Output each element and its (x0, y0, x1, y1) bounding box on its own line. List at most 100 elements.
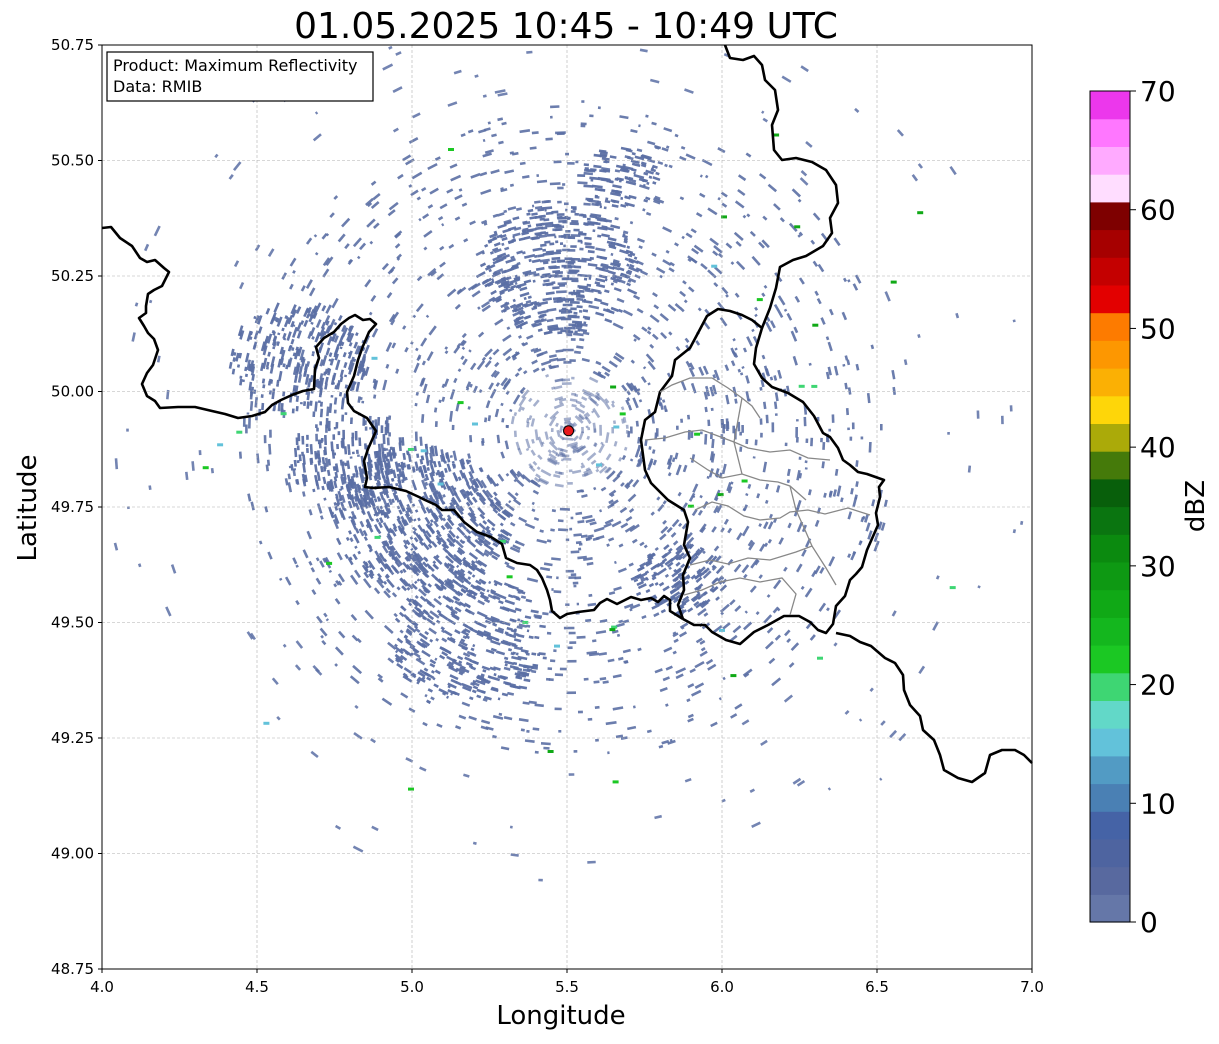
echo-mark (549, 355, 556, 357)
echo-mark (611, 494, 614, 496)
echo-mark (336, 472, 337, 478)
echo-mark (501, 278, 506, 280)
echo-mark (282, 403, 283, 411)
echo-mark (468, 454, 469, 459)
echo-mark (304, 479, 306, 486)
echo-mark (643, 185, 645, 186)
echo-mark (757, 612, 759, 614)
echo-mark (249, 494, 251, 502)
echo-mark (609, 246, 616, 248)
echo-mark (743, 367, 744, 369)
echo-mark (572, 326, 582, 327)
echo-mark (526, 600, 532, 601)
echo-mark (431, 698, 434, 700)
echo-mark (350, 557, 352, 560)
echo-mark (705, 392, 707, 400)
echo-mark (669, 332, 671, 335)
echo-mark (521, 597, 526, 598)
echo-mark (522, 407, 523, 410)
echo-mark (335, 323, 336, 325)
echo-mark (714, 375, 715, 379)
echo-mark (558, 530, 568, 531)
echo-mark (519, 336, 522, 338)
echo-mark (416, 348, 417, 350)
echo-mark (423, 529, 425, 532)
echo-mark (827, 337, 828, 340)
echo-mark (512, 416, 514, 424)
echo-mark (503, 418, 504, 422)
colorbar-band (1090, 451, 1130, 479)
echo-mark (472, 561, 475, 563)
echo-mark (584, 186, 594, 187)
echo-mark (655, 548, 658, 550)
echo-mark (335, 664, 337, 666)
echo-mark (553, 475, 560, 477)
echo-mark (212, 468, 213, 473)
echo-mark (468, 536, 470, 538)
echo-mark (711, 451, 713, 460)
echo-mark (577, 299, 584, 300)
echo-mark (321, 636, 323, 638)
echo-mark (610, 157, 617, 158)
echo-mark (549, 244, 554, 245)
echo-mark (336, 494, 337, 498)
echo-mark (590, 215, 601, 216)
echo-mark (327, 234, 329, 236)
echo-mark (516, 654, 518, 655)
echo-mark (466, 636, 470, 638)
echo-mark (459, 662, 462, 663)
echo-mark (682, 627, 684, 628)
echo-mark (349, 449, 350, 455)
echo-mark (525, 237, 531, 238)
echo-mark (374, 381, 376, 388)
echo-mark (705, 434, 706, 444)
echo-mark (631, 459, 632, 461)
echo-mark (652, 166, 657, 168)
echo-mark (581, 466, 585, 467)
echo-mark (508, 595, 513, 597)
echo-mark (603, 682, 609, 683)
echo-mark (588, 251, 595, 252)
echo-mark (438, 611, 441, 613)
colorbar-band (1090, 202, 1130, 230)
echo-mark (533, 281, 536, 282)
echo-mark (150, 300, 151, 303)
echo-mark (676, 557, 678, 559)
echo-mark (473, 843, 476, 844)
echo-mark (519, 719, 529, 721)
echo-mark (330, 571, 331, 573)
echo-mark (562, 439, 573, 440)
echo-mark (543, 299, 552, 300)
echo-mark (421, 437, 422, 446)
echo-mark (625, 259, 629, 260)
echo-mark (370, 550, 371, 552)
echo-mark (957, 313, 958, 318)
echo-mark (338, 380, 340, 389)
echo-mark (321, 387, 322, 392)
echo-mark (552, 258, 561, 259)
echo-mark (734, 339, 735, 341)
echo-mark (269, 352, 270, 357)
echo-mark (482, 554, 484, 555)
echo-mark (519, 239, 525, 240)
echo-mark (712, 586, 714, 587)
echo-mark (637, 593, 641, 595)
echo-mark (492, 688, 498, 690)
echo-mark (440, 400, 441, 403)
echo-mark (511, 653, 514, 654)
x-tick-label: 4.5 (245, 978, 269, 996)
echo-mark (668, 373, 670, 377)
echo-mark (587, 563, 594, 564)
echo-mark (646, 198, 651, 200)
echo-mark (267, 465, 268, 472)
echo-mark (318, 472, 320, 481)
echo-mark (788, 469, 789, 476)
echo-mark (547, 309, 557, 310)
echo-mark (290, 345, 291, 348)
echo-mark (321, 516, 322, 520)
echo-mark (769, 540, 771, 544)
echo-mark (447, 697, 449, 698)
echo-mark (432, 665, 435, 667)
echo-mark (701, 548, 702, 550)
y-tick-label: 49.75 (51, 498, 94, 516)
